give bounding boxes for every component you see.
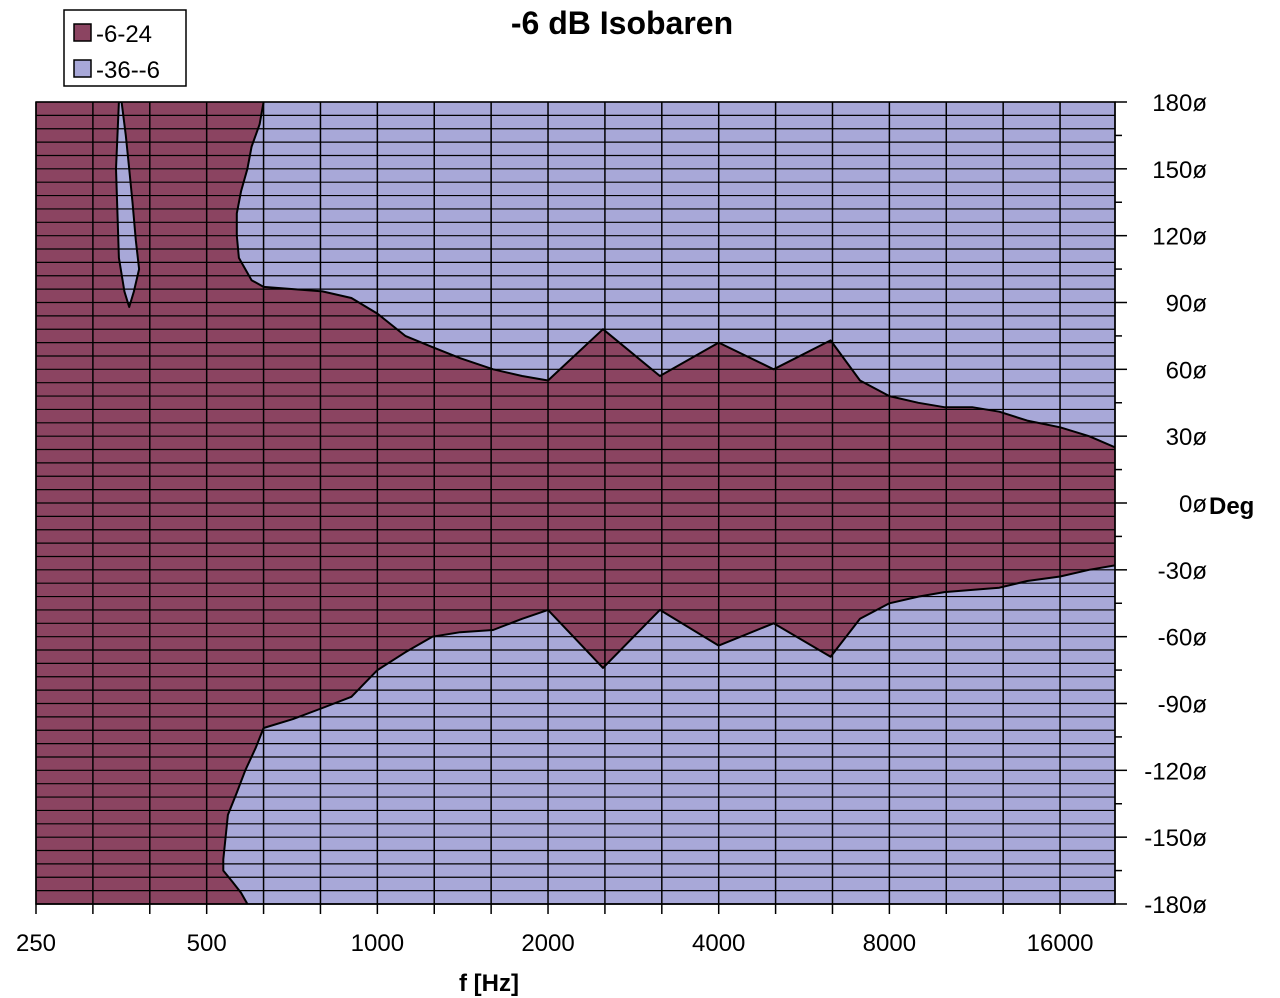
x-tick-label: 500 xyxy=(187,930,227,957)
chart-title: -6 dB Isobaren xyxy=(511,5,733,41)
y-tick-label: -30ø xyxy=(1158,558,1208,585)
x-tick-label: 16000 xyxy=(1027,930,1094,957)
contour-lower xyxy=(263,564,1115,729)
y-tick-label: 0ø xyxy=(1179,491,1207,518)
y-tick-label: -150ø xyxy=(1144,825,1207,852)
x-tick-label: 2000 xyxy=(521,930,574,957)
x-tick-label: 250 xyxy=(16,930,56,957)
y-tick-label: 150ø xyxy=(1152,157,1207,184)
legend-label-series-2: -36--6 xyxy=(96,57,160,84)
y-tick-label: -120ø xyxy=(1144,758,1207,785)
y-tick-label: -60ø xyxy=(1158,625,1208,652)
legend-swatch-series-1 xyxy=(73,23,92,42)
y-tick-label: -90ø xyxy=(1158,692,1208,719)
y-tick-label: 60ø xyxy=(1166,357,1208,384)
y-tick-label: 120ø xyxy=(1152,224,1207,251)
x-tick-label: 8000 xyxy=(863,930,916,957)
y-axis: 180ø 150ø 120ø 90ø 60ø 30ø 0ø -30ø -60ø -90ø -120ø… xyxy=(1114,90,1208,919)
y-tick-label: 90ø xyxy=(1166,291,1208,318)
x-axis-label: f [Hz] xyxy=(459,970,519,997)
grid-lines xyxy=(35,101,1116,905)
x-tick-label: 4000 xyxy=(692,930,745,957)
y-tick-label: -180ø xyxy=(1144,892,1207,919)
y-tick-label: 30ø xyxy=(1166,424,1208,451)
x-axis: 250 500 1000 2000 4000 8000 16000 xyxy=(16,903,1115,957)
contour-upper xyxy=(263,285,1115,449)
contour-left-upper xyxy=(235,102,265,288)
y-tick-label: 180ø xyxy=(1152,90,1207,117)
legend-label-series-1: -6-24 xyxy=(96,21,152,48)
y-axis-label: Deg xyxy=(1209,493,1254,520)
legend: -6-24 -36--6 xyxy=(63,9,187,87)
x-tick-label: 1000 xyxy=(351,930,404,957)
legend-swatch-series-2 xyxy=(73,59,92,78)
